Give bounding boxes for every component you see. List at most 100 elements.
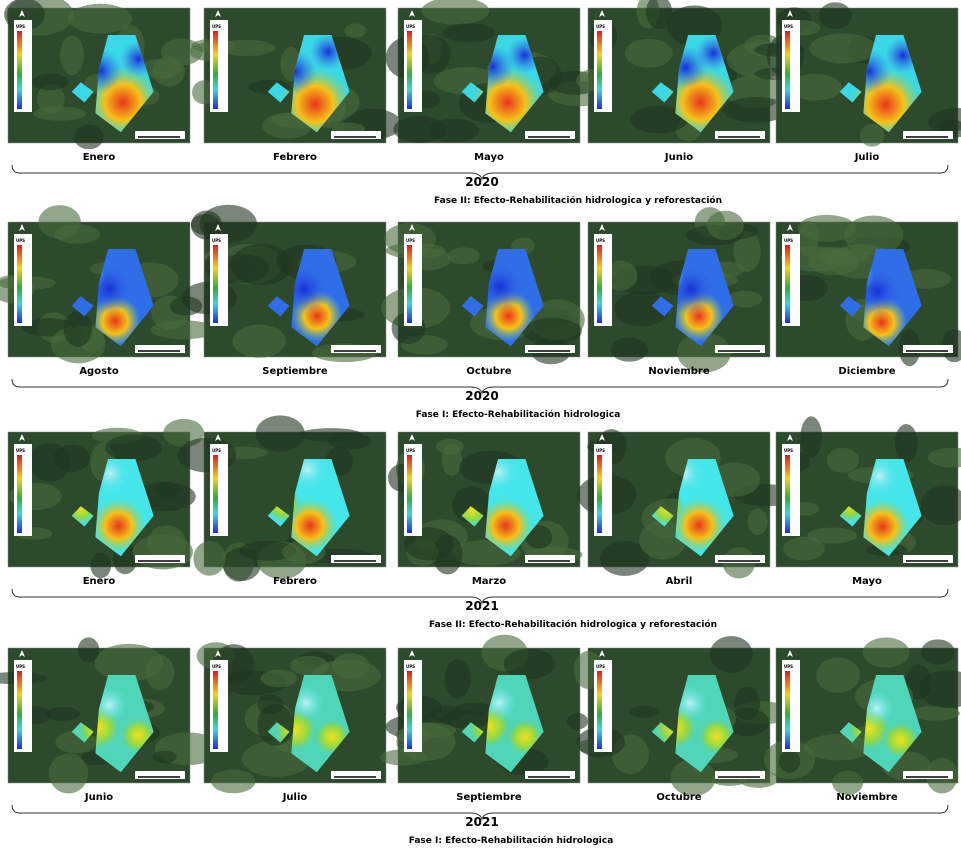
- scale-bar: [903, 345, 953, 353]
- legend-title: UPS: [16, 448, 25, 453]
- scale-bar: [331, 555, 381, 563]
- legend-title: UPS: [212, 24, 221, 29]
- terrain: [36, 84, 65, 114]
- terrain: [54, 224, 101, 244]
- north-arrow: [599, 224, 605, 231]
- terrain: [255, 415, 305, 452]
- scale-bar: [715, 555, 765, 563]
- month-label: Julio: [282, 792, 308, 803]
- legend-title: UPS: [212, 238, 221, 243]
- month-label: Enero: [83, 576, 116, 587]
- scale-bar: [525, 555, 575, 563]
- legend-box: [210, 660, 228, 752]
- terrain: [441, 710, 492, 729]
- bracket: [11, 588, 949, 605]
- legend-bar: [17, 245, 22, 323]
- north-arrow: [19, 650, 25, 657]
- year-label: 2021: [465, 815, 498, 829]
- month-label: Diciembre: [838, 366, 895, 377]
- terrain: [709, 636, 753, 673]
- scale-bar: [715, 345, 765, 353]
- month-label: Octubre: [466, 366, 511, 377]
- legend-box: [404, 234, 422, 326]
- terrain: [77, 637, 100, 663]
- scale-bar: [331, 131, 381, 139]
- legend-bar: [213, 245, 218, 323]
- legend-bar: [17, 31, 22, 109]
- month-label: Junio: [664, 152, 693, 163]
- legend-bar: [407, 455, 412, 533]
- scale-bar: [135, 131, 185, 139]
- north-arrow: [787, 10, 793, 17]
- spot: [91, 498, 146, 554]
- map-panel: UPS: [587, 207, 771, 373]
- terrain: [444, 658, 471, 699]
- bracket: [11, 378, 949, 395]
- terrain: [862, 637, 910, 668]
- terrain: [928, 107, 961, 138]
- legend-title: UPS: [406, 664, 415, 669]
- month-label: Noviembre: [648, 366, 709, 377]
- legend-title: UPS: [16, 24, 25, 29]
- legend-title: UPS: [406, 24, 415, 29]
- map-panel: UPS: [177, 415, 387, 582]
- legend-box: [404, 660, 422, 752]
- terrain: [919, 670, 961, 709]
- terrain: [778, 749, 801, 773]
- scale-bar: [525, 345, 575, 353]
- terrain: [727, 290, 763, 308]
- terrain: [503, 648, 556, 680]
- terrain: [800, 416, 823, 458]
- legend-bar: [407, 245, 412, 323]
- legend-title: UPS: [406, 448, 415, 453]
- terrain: [68, 3, 133, 34]
- map-panel: UPS: [189, 7, 402, 144]
- north-arrow: [19, 10, 25, 17]
- terrain: [232, 324, 286, 358]
- legend-bar: [785, 31, 790, 109]
- north-arrow: [599, 434, 605, 441]
- month-label: Febrero: [273, 576, 317, 587]
- terrain: [894, 424, 918, 463]
- terrain: [628, 705, 661, 718]
- month-label: Enero: [83, 152, 116, 163]
- north-arrow: [215, 224, 221, 231]
- terrain: [447, 247, 480, 265]
- legend-bar: [213, 671, 218, 749]
- terrain: [29, 443, 71, 482]
- north-arrow: [409, 224, 415, 231]
- legend-box: [782, 660, 800, 752]
- spot: [855, 499, 910, 554]
- terrain: [421, 0, 490, 25]
- map-panel: UPS: [4, 0, 203, 150]
- north-arrow: [787, 650, 793, 657]
- month-label: Noviembre: [836, 792, 897, 803]
- legend-bar: [17, 671, 22, 749]
- legend-title: UPS: [596, 664, 605, 669]
- legend-box: [404, 20, 422, 112]
- terrain: [630, 105, 688, 134]
- phase-caption: Fase I: Efecto-Rehabilitación hidrologic…: [409, 835, 614, 846]
- legend-box: [594, 234, 612, 326]
- scale-bar: [525, 771, 575, 779]
- terrain: [436, 438, 464, 455]
- terrain: [190, 210, 223, 240]
- legend-title: UPS: [784, 238, 793, 243]
- scale-bar: [135, 345, 185, 353]
- terrain: [603, 260, 638, 291]
- terrain: [150, 320, 218, 340]
- terrain: [610, 337, 649, 362]
- terrain: [670, 759, 716, 797]
- legend-box: [782, 234, 800, 326]
- spot: [478, 498, 534, 553]
- legend-box: [594, 444, 612, 536]
- terrain: [134, 481, 196, 512]
- terrain: [920, 485, 961, 526]
- north-arrow: [409, 650, 415, 657]
- legend-box: [782, 444, 800, 536]
- terrain: [60, 35, 84, 76]
- legend-box: [404, 444, 422, 536]
- terrain: [145, 654, 175, 691]
- terrain: [32, 73, 69, 91]
